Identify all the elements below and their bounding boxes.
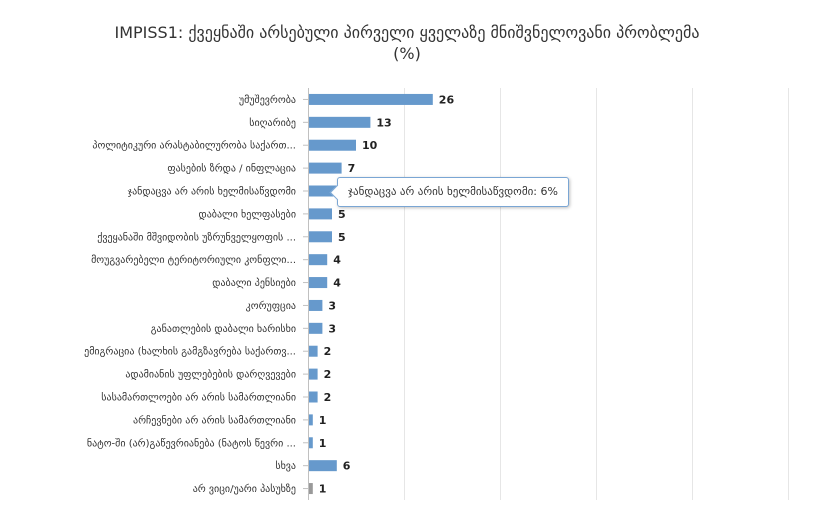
category-label: სხვა bbox=[275, 460, 296, 472]
data-label: 2 bbox=[324, 368, 332, 381]
data-label: 1 bbox=[319, 483, 327, 496]
data-label: 4 bbox=[333, 277, 341, 290]
data-label: 2 bbox=[324, 391, 332, 404]
bar bbox=[308, 368, 318, 380]
bar bbox=[308, 277, 328, 289]
bar bbox=[308, 185, 337, 197]
data-label: 4 bbox=[333, 254, 341, 267]
tooltip-text: ჯანდაცვა არ არის ხელმისაწვდომი: 6% bbox=[348, 185, 558, 198]
data-label: 7 bbox=[348, 162, 356, 175]
category-label: ემიგრაცია (ხალხის გამგზავრება საქართვ... bbox=[84, 346, 296, 358]
category-label: არ ვიცი/უარი პასუხზე bbox=[193, 483, 296, 495]
bar bbox=[308, 93, 433, 105]
category-label: ადამიანის უფლებების დარღვევები bbox=[125, 369, 296, 381]
category-label: არჩევნები არ არის სამართლიანი bbox=[133, 414, 296, 426]
chart-title-text: IMPISS1: ქვეყნაში არსებული პირველი ყველა… bbox=[114, 23, 700, 42]
category-label: სიღარიბე bbox=[249, 117, 296, 129]
data-label: 2 bbox=[324, 345, 332, 358]
data-label: 26 bbox=[439, 93, 455, 106]
data-label: 1 bbox=[319, 437, 327, 450]
data-label: 10 bbox=[362, 139, 378, 152]
bar bbox=[308, 322, 323, 334]
category-label: კორუფცია bbox=[246, 300, 296, 312]
data-label: 1 bbox=[319, 414, 327, 427]
bar bbox=[308, 139, 356, 151]
category-label: დაბალი ხელფასები bbox=[199, 208, 296, 220]
category-label: უმუშევრობა bbox=[239, 94, 296, 106]
bar bbox=[308, 231, 332, 243]
category-label: განათლების დაბალი ხარისხი bbox=[151, 323, 296, 335]
category-label: სასამართლოები არ არის სამართლიანი bbox=[101, 392, 296, 404]
data-label: 13 bbox=[376, 116, 391, 129]
category-label: ფასების ზრდა / ინფლაცია bbox=[167, 163, 296, 175]
bar bbox=[308, 254, 328, 266]
bar bbox=[308, 116, 371, 128]
data-label: 3 bbox=[328, 322, 336, 335]
data-label: 6 bbox=[343, 460, 351, 473]
category-label: პოლიტიკური არასტაბილურობა საქართ... bbox=[92, 140, 296, 152]
data-label: 5 bbox=[338, 231, 346, 244]
bar bbox=[308, 460, 337, 472]
category-label: დაბალი პენსიები bbox=[212, 277, 296, 289]
bar bbox=[308, 483, 313, 495]
category-label: ნატო-ში (არ)გაწევრიანება (ნატოს წევრი ..… bbox=[87, 437, 296, 449]
bar bbox=[308, 414, 313, 426]
bar bbox=[308, 162, 342, 174]
data-label: 3 bbox=[328, 299, 336, 312]
bar bbox=[308, 299, 323, 311]
chart-subtitle: (%) bbox=[393, 44, 421, 63]
category-label: ჯანდაცვა არ არის ხელმისაწვდომი bbox=[128, 186, 296, 198]
category-label: მოუგვარებელი ტერიტორიული კონფლი... bbox=[91, 254, 296, 266]
bar bbox=[308, 345, 318, 357]
bar bbox=[308, 437, 313, 449]
bar bbox=[308, 208, 332, 220]
category-label: ქვეყანაში მშვიდობის უზრუნველყოფის ... bbox=[97, 231, 296, 243]
bar bbox=[308, 391, 318, 403]
data-label: 5 bbox=[338, 208, 346, 221]
tooltip: ჯანდაცვა არ არის ხელმისაწვდომი: 6% bbox=[337, 177, 569, 207]
chart-title: IMPISS1: ქვეყნაში არსებული პირველი ყველა… bbox=[0, 22, 814, 64]
